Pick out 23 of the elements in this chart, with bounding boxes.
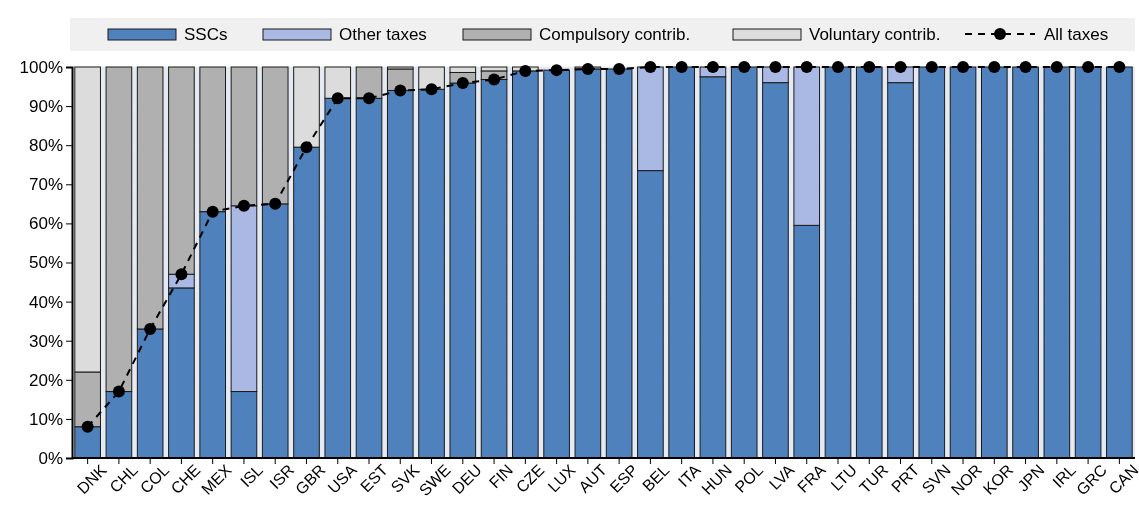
legend-label: Compulsory contrib. xyxy=(539,25,691,44)
y-tick-label: 10% xyxy=(28,409,63,429)
y-tick-label: 20% xyxy=(28,370,63,390)
y-tick-label: 50% xyxy=(28,253,63,273)
y-tick-label: 90% xyxy=(28,97,63,117)
y-tick-label: 0% xyxy=(38,448,63,468)
x-tick-label: TUR xyxy=(856,461,892,497)
legend-label: Other taxes xyxy=(339,25,427,44)
legend-label: Voluntary contrib. xyxy=(809,25,941,44)
x-tick-label: BEL xyxy=(639,461,673,495)
y-tick-label: 40% xyxy=(28,292,63,312)
y-tick-label: 100% xyxy=(19,57,63,77)
y-tick-label: 30% xyxy=(28,331,63,351)
x-tick-label: CHL xyxy=(106,461,142,496)
y-tick-label: 80% xyxy=(28,136,63,156)
y-tick-label: 70% xyxy=(28,175,63,195)
x-tick-label: ISL xyxy=(237,461,267,491)
x-tick-label: POL xyxy=(731,461,767,496)
legend-label: SSCs xyxy=(184,25,228,44)
legend-label: All taxes xyxy=(1044,25,1109,44)
x-tick-label: FIN xyxy=(485,461,517,492)
x-tick-label: ISR xyxy=(266,461,298,493)
y-tick-label: 60% xyxy=(28,214,63,234)
